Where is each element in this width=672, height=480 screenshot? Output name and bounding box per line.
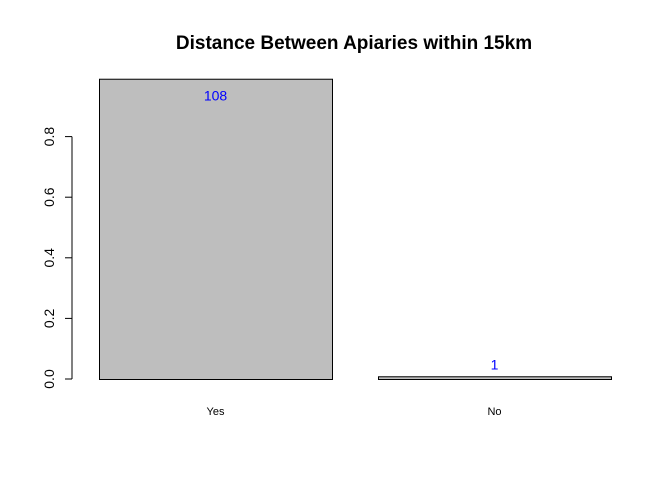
y-axis: 0.0 0.2 0.4 0.6 0.8 xyxy=(41,127,73,389)
x-category-label: No xyxy=(487,406,501,418)
x-axis-labels: Yes No xyxy=(207,406,502,418)
y-tick-label: 0.8 xyxy=(41,127,57,147)
x-category-label: Yes xyxy=(207,406,225,418)
data-label-yes: 108 xyxy=(204,88,228,104)
y-tick-label: 0.2 xyxy=(41,308,57,328)
data-labels: 108 1 xyxy=(204,88,499,373)
bar-yes xyxy=(99,78,333,381)
chart-title: Distance Between Apiaries within 15km xyxy=(176,33,532,54)
bar-no xyxy=(378,376,612,381)
data-label-no: 1 xyxy=(491,356,499,372)
y-tick-label: 0.0 xyxy=(41,369,57,389)
bars xyxy=(99,78,612,381)
y-tick-label: 0.4 xyxy=(41,248,57,268)
y-tick-label: 0.6 xyxy=(41,187,57,207)
